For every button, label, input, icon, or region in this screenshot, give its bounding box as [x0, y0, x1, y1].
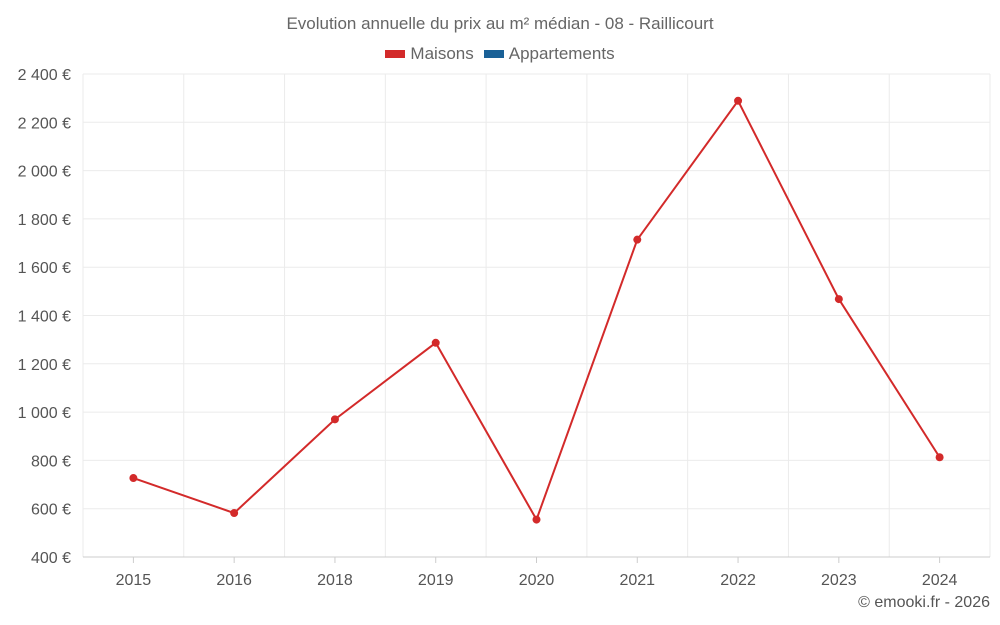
series: [129, 96, 944, 524]
legend-label-maisons: Maisons: [410, 44, 474, 63]
x-tick-label: 2015: [116, 572, 152, 589]
y-tick-label: 2 400 €: [18, 67, 71, 84]
data-point: [230, 509, 239, 518]
series-line: [133, 98, 941, 522]
x-tick-label: 2016: [216, 572, 252, 589]
data-point: [330, 415, 339, 424]
y-tick-label: 600 €: [31, 502, 71, 519]
y-tick-label: 1 000 €: [18, 405, 71, 422]
y-tick-label: 1 200 €: [18, 357, 71, 374]
data-point: [129, 474, 138, 483]
data-point: [834, 295, 843, 304]
x-tick-label: 2022: [720, 572, 756, 589]
y-axis-labels: 400 € 600 € 800 € 1 000 € 1 200 € 1 400 € 1 60…: [18, 67, 71, 567]
chart-title: Evolution annuelle du prix au m² médian …: [286, 14, 714, 33]
data-point: [532, 515, 541, 524]
grid: [82, 73, 991, 557]
legend-item-appartements[interactable]: Appartements: [483, 44, 615, 64]
y-tick-label: 400 €: [31, 550, 71, 567]
y-tick-label: 2 000 €: [18, 164, 71, 181]
legend-item-maisons[interactable]: Maisons: [385, 44, 474, 64]
x-tick-label: 2019: [418, 572, 454, 589]
data-point: [431, 338, 440, 347]
data-point: [734, 96, 743, 105]
x-tick-label: 2020: [519, 572, 555, 589]
y-tick-label: 800 €: [31, 453, 71, 470]
y-tick-label: 1 400 €: [18, 309, 71, 326]
legend-swatch-appartements: [483, 50, 504, 58]
legend-swatch-maisons: [385, 50, 406, 58]
x-tick-label: 2018: [317, 572, 353, 589]
y-tick-label: 1 600 €: [18, 260, 71, 277]
data-point: [633, 235, 642, 244]
x-tick-label: 2021: [619, 572, 655, 589]
axes: [83, 556, 990, 563]
y-tick-label: 1 800 €: [18, 212, 71, 229]
legend-label-appartements: Appartements: [508, 44, 615, 63]
x-axis-labels: 2015 2016 2018 2019 2020 2021 2022 2023 2024: [116, 572, 958, 589]
credit: © emooki.fr - 2026: [858, 594, 990, 611]
legend: Maisons Appartements: [0, 44, 1000, 64]
data-point: [935, 453, 944, 462]
x-tick-label: 2023: [821, 572, 857, 589]
y-tick-label: 2 200 €: [18, 115, 71, 132]
x-tick-label: 2024: [922, 572, 958, 589]
